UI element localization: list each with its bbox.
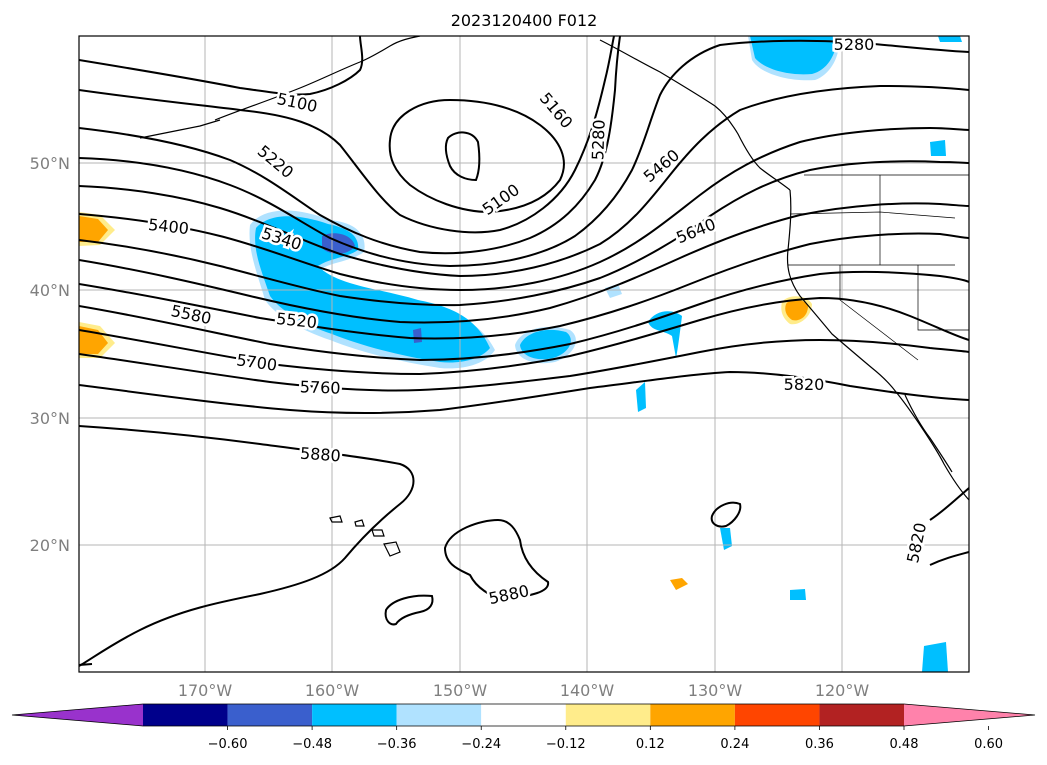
colorbar: −0.60 −0.48 −0.36 −0.24 −0.12 0.12 0.24 0.36 0.4… [11, 703, 1036, 752]
lon-label: 160°W [305, 681, 360, 700]
contour-label: 5760 [300, 377, 341, 397]
colorbar-bin [312, 704, 397, 726]
negative-anomaly-region [938, 36, 962, 42]
contour-5700 [79, 296, 969, 376]
coastlines [139, 36, 969, 557]
colorbar-tick-label: 0.24 [720, 737, 749, 752]
island-hawaii [383, 541, 401, 557]
colorbar-extension-high [904, 704, 1035, 726]
alaska-peninsula-coast [139, 119, 221, 139]
colorbar-bin [819, 704, 904, 726]
contour-5220 [79, 36, 621, 255]
colorbar-tick-label: 0.60 [974, 737, 1003, 752]
colorbar-extension-low [12, 704, 143, 726]
colorbar-tick-label: −0.60 [208, 737, 248, 752]
positive-anomaly-region [785, 299, 808, 321]
negative-anomaly-region [930, 140, 946, 156]
island-oahu [354, 519, 365, 527]
shaded-anomaly-regions [79, 36, 962, 672]
lon-label: 140°W [560, 681, 615, 700]
colorbar-bin [143, 704, 228, 726]
colorbar-bin [734, 704, 820, 726]
contour-5580 [79, 232, 969, 340]
colorbar-outline [11, 703, 1036, 727]
contour-5160 [79, 36, 615, 234]
contour-label: 5820 [784, 375, 825, 394]
lon-label: 170°W [178, 681, 233, 700]
colorbar-tick-label: −0.36 [377, 737, 417, 752]
contour-5880 [79, 425, 415, 667]
contour-5880-sw-edge [79, 663, 93, 666]
baja-coastline [904, 394, 953, 473]
contour-5760 [79, 338, 969, 392]
positive-anomaly-region [670, 578, 688, 590]
alaska-coastline [214, 36, 421, 121]
colorbar-tick-label: 0.12 [636, 737, 665, 752]
contour-5160-closed [388, 98, 565, 214]
lon-label: 150°W [433, 681, 488, 700]
contour-5100-low [444, 131, 481, 182]
strong-negative-core [413, 328, 422, 343]
state-border-nv-az [917, 265, 969, 331]
contour-5640 [79, 270, 969, 362]
contour-5820-se-lower [929, 551, 969, 566]
contour-5280 [79, 39, 969, 268]
contour-5520 [79, 202, 969, 324]
latitude-labels: 50°N 40°N 30°N 20°N [30, 154, 70, 555]
longitude-labels: 170°W 160°W 150°W 140°W 130°W 120°W [178, 681, 870, 700]
map-title: 2023120400 F012 [451, 11, 598, 30]
contour-5820-se [929, 487, 969, 521]
colorbar-bin [481, 704, 566, 726]
panhandle-coastline [599, 39, 791, 191]
colorbar-bin [565, 704, 651, 726]
colorbar-tick-label: 0.36 [805, 737, 834, 752]
contour-label: 5880 [299, 444, 341, 466]
political-borders [788, 174, 969, 361]
contour-5880-small [384, 594, 434, 626]
contour-5340 [79, 84, 969, 278]
map-area: 5100 5160 5220 5280 5280 5100 5460 5400 … [79, 35, 969, 672]
positive-anomaly-region [79, 326, 108, 354]
negative-anomaly-region [520, 329, 571, 360]
colorbar-bin [227, 704, 313, 726]
lon-label: 130°W [688, 681, 743, 700]
colorbar-tick-label: 0.48 [890, 737, 919, 752]
negative-anomaly-region [636, 382, 646, 412]
colorbar-tick-label: −0.12 [546, 737, 586, 752]
island-kauai [329, 515, 343, 523]
contour-5100 [79, 36, 364, 96]
lat-label: 20°N [30, 536, 70, 555]
colorbar-tick-label: −0.24 [461, 737, 501, 752]
contour-label: 5280 [834, 35, 875, 54]
contour-5820 [79, 370, 969, 414]
contour-5820-closed [710, 501, 742, 528]
negative-anomaly-region [790, 589, 806, 600]
island-maui [371, 529, 385, 537]
lat-label: 30°N [30, 409, 70, 428]
lat-label: 50°N [30, 154, 70, 173]
negative-anomaly-region [648, 311, 682, 358]
contour-5400 [79, 126, 969, 292]
contour-5460 [79, 160, 969, 307]
negative-anomaly-region [922, 642, 948, 672]
colorbar-bin [650, 704, 735, 726]
map-frame [78, 35, 970, 673]
positive-anomaly-region [79, 216, 108, 242]
lat-label: 40°N [30, 281, 70, 300]
lon-label: 120°W [815, 681, 870, 700]
height-contours [79, 36, 969, 667]
colorbar-tick-label: −0.48 [292, 737, 332, 752]
west-coast-coastline [786, 189, 969, 501]
state-border-ca-nv [839, 265, 919, 361]
negative-anomaly-region [750, 36, 837, 75]
colorbar-bin [396, 704, 482, 726]
contour-label: 5280 [588, 119, 608, 160]
contour-5880-closed [443, 518, 550, 600]
